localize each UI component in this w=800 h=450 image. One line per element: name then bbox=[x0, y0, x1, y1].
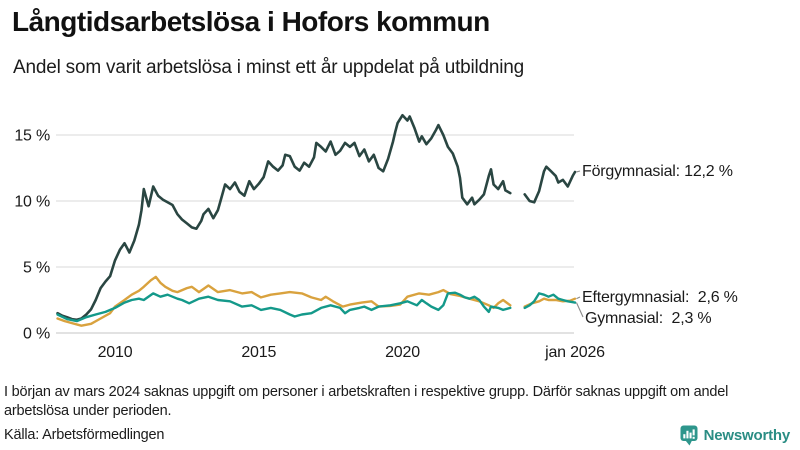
newsworthy-logo: Newsworthy bbox=[680, 425, 790, 446]
source-attribution: Källa: Arbetsförmedlingen bbox=[4, 427, 165, 443]
series-end-label-gymnasial: Gymnasial: 2,3 % bbox=[585, 310, 712, 327]
series-callout-line-gymnasial bbox=[575, 302, 584, 318]
series-line-forgymnasial bbox=[523, 165, 577, 204]
y-tick-label: 0 % bbox=[23, 326, 50, 343]
y-tick-label: 15 % bbox=[14, 128, 50, 145]
series-line-gymnasial bbox=[56, 291, 512, 323]
series-end-label-eftergymnasial: Eftergymnasial: 2,6 % bbox=[582, 289, 738, 306]
series-callout-line-forgymnasial bbox=[576, 170, 581, 173]
chart-title: Långtidsarbetslösa i Hofors kommun bbox=[12, 6, 490, 37]
x-tick-label: jan 2026 bbox=[544, 344, 605, 361]
footnote: I början av mars 2024 saknas uppgift om … bbox=[4, 384, 729, 419]
chart-subtitle: Andel som varit arbetslösa i minst ett å… bbox=[13, 57, 525, 78]
x-tick-label: 2015 bbox=[241, 344, 276, 361]
series-end-label-forgymnasial: Förgymnasial: 12,2 % bbox=[582, 163, 733, 180]
line-chart-canvas: 0 % 5 % 10 % 15 % 2010 2015 2020 jan 2026 bbox=[14, 113, 605, 361]
series-line-gymnasial bbox=[523, 292, 577, 310]
y-tick-label: 10 % bbox=[14, 194, 50, 211]
line-chart: 0 % 5 % 10 % 15 % 2010 2015 2020 jan 2026 Förgy… bbox=[0, 95, 800, 380]
series-line-forgymnasial bbox=[56, 113, 512, 322]
x-tick-label: 2020 bbox=[385, 344, 420, 361]
x-tick-label: 2010 bbox=[98, 344, 133, 361]
series-callout-line-eftergymnasial bbox=[576, 296, 581, 300]
brand-name: Newsworthy bbox=[703, 427, 791, 444]
newsworthy-bars-bubble-icon bbox=[680, 425, 698, 446]
y-tick-label: 5 % bbox=[23, 260, 50, 277]
series-line-eftergymnasial bbox=[56, 275, 512, 327]
